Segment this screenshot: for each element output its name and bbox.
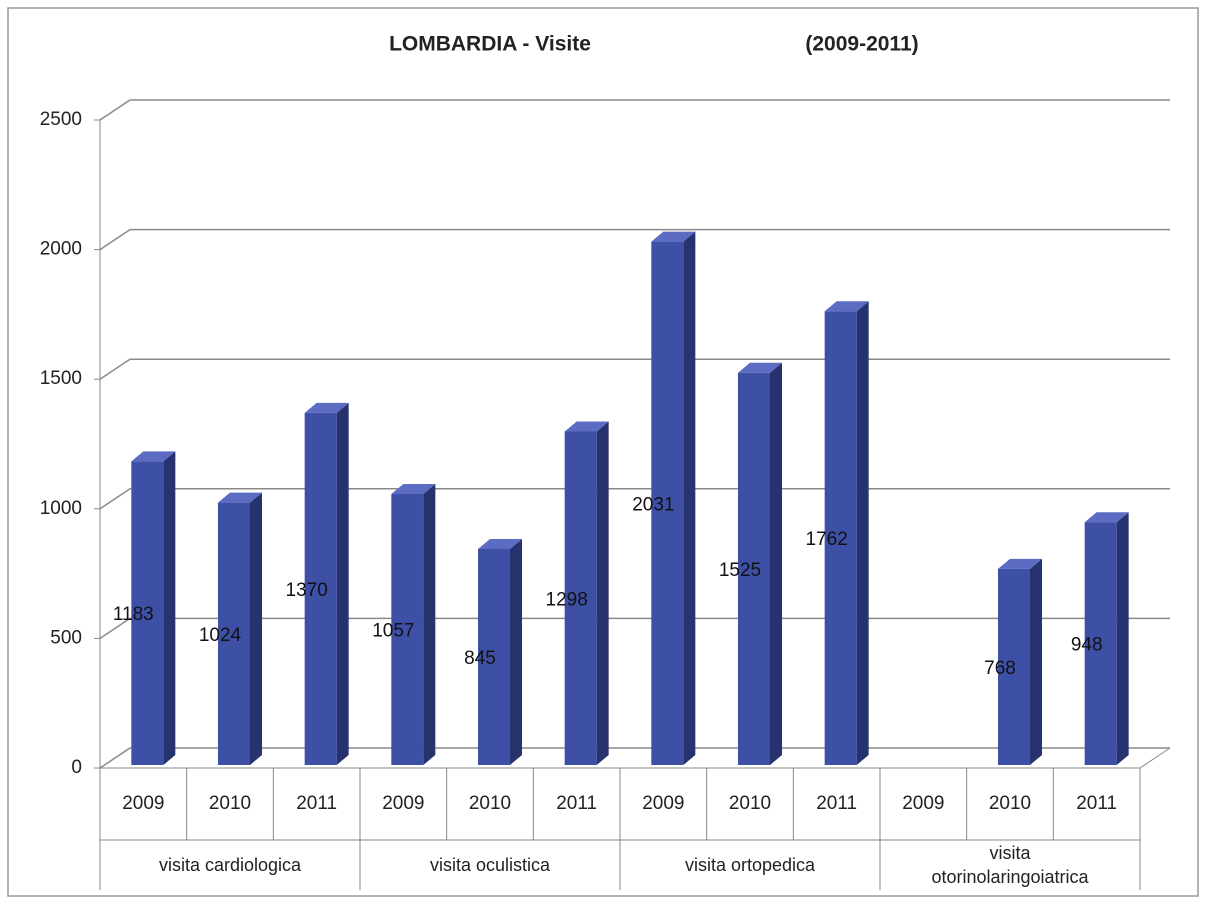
x-tick-label: 2011	[816, 793, 857, 814]
y-tick-label: 1000	[40, 498, 82, 519]
bar	[824, 301, 869, 765]
bar-top	[304, 402, 349, 413]
chart-subtitle: (2009-2011)	[805, 33, 918, 56]
data-label: 1057	[372, 621, 414, 642]
bar-top	[651, 231, 696, 242]
bar	[131, 451, 176, 765]
x-tick-label: 2009	[642, 793, 684, 814]
bar-top	[391, 484, 436, 495]
x-tick-label: 2010	[729, 793, 771, 814]
x-tick-label: 2010	[469, 793, 511, 814]
bar-side	[163, 451, 176, 765]
x-tick-label: 2010	[989, 793, 1031, 814]
x-tick-label: 2011	[296, 793, 337, 814]
group-label: visita oculistica	[429, 855, 551, 875]
bar-side	[1116, 512, 1129, 765]
data-label: 1370	[286, 580, 328, 601]
chart-title: LOMBARDIA - Visite	[389, 33, 591, 56]
bar-side	[683, 231, 696, 765]
bar-front	[131, 461, 164, 765]
data-label: 768	[984, 658, 1016, 679]
bar	[218, 492, 262, 765]
floor-right	[1139, 747, 1171, 769]
bar	[304, 402, 349, 765]
bar	[478, 538, 522, 765]
group-label: visita ortopedica	[684, 855, 816, 875]
bar-front	[738, 372, 770, 765]
bar-top	[218, 492, 262, 503]
bar-side	[423, 484, 436, 765]
bar-front	[564, 431, 597, 765]
bar-side	[250, 492, 262, 765]
bar-side	[1030, 558, 1042, 765]
grid-line-side	[99, 228, 131, 251]
bar-front	[998, 568, 1030, 765]
bar-top	[478, 538, 522, 549]
y-tick-label: 1500	[40, 368, 82, 389]
bar-top	[998, 558, 1042, 569]
bar	[651, 231, 696, 765]
grid-line-side	[99, 488, 131, 510]
bar-front	[218, 502, 250, 765]
y-tick-label: 500	[50, 627, 82, 648]
y-tick-label: 2000	[40, 239, 82, 260]
bar-side	[596, 421, 609, 765]
data-label: 2031	[632, 494, 674, 515]
bar-front	[304, 412, 337, 765]
x-tick-label: 2011	[556, 793, 597, 814]
bar	[998, 558, 1042, 765]
x-tick-label: 2009	[902, 793, 944, 814]
x-tick-label: 2010	[209, 793, 251, 814]
data-label: 1024	[199, 625, 242, 646]
bar	[738, 362, 782, 765]
grid-line-side	[99, 747, 131, 769]
bar-top	[824, 301, 869, 312]
data-label: 1525	[719, 560, 761, 581]
bar	[564, 421, 609, 765]
data-label: 1762	[806, 529, 848, 550]
bar-front	[1084, 522, 1117, 765]
bar-top	[131, 451, 176, 462]
data-label: 845	[464, 648, 496, 669]
bar-side	[856, 301, 869, 765]
data-label: 1183	[113, 604, 154, 625]
group-label: visita cardiologica	[158, 855, 302, 875]
bar-front	[651, 241, 684, 765]
data-label: 948	[1071, 635, 1103, 656]
x-tick-label: 2009	[382, 793, 424, 814]
y-tick-label: 2500	[40, 109, 82, 130]
group-label: visita otorinolaringoiatrica	[931, 843, 1089, 887]
bar-front	[391, 494, 424, 765]
bar-front	[478, 548, 510, 765]
bar-side	[336, 402, 349, 765]
grid-line-side	[99, 99, 131, 121]
x-tick-label: 2011	[1076, 793, 1117, 814]
bar-side	[510, 538, 522, 765]
bar-top	[738, 362, 782, 373]
x-tick-label: 2009	[122, 793, 164, 814]
grid-line-side	[99, 617, 131, 640]
bar	[1084, 512, 1129, 765]
bar-top	[1084, 512, 1129, 523]
bar-top	[564, 421, 609, 432]
bar-front	[824, 311, 857, 765]
grid-line-side	[99, 358, 131, 380]
y-tick-label: 0	[71, 757, 82, 778]
bar-side	[770, 362, 782, 765]
bar	[391, 484, 436, 765]
data-label: 1298	[546, 589, 588, 610]
